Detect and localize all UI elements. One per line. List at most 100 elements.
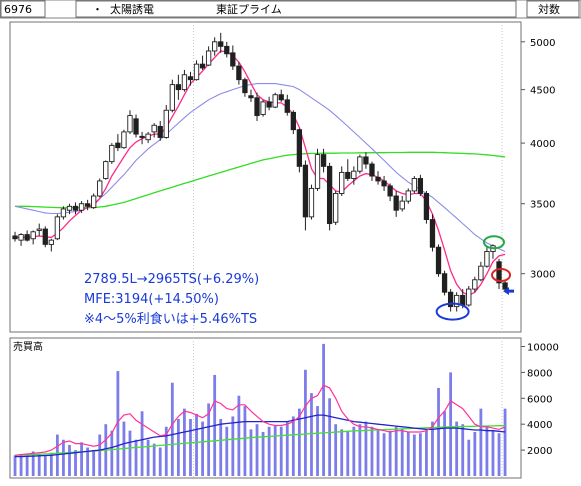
candle	[193, 60, 200, 81]
annotation-entry: 2789.5L→2965TS(+6.29%)	[84, 272, 259, 287]
candle-body-down	[417, 178, 424, 194]
candle-body-down	[460, 294, 466, 306]
volume-ytick-label: 2000	[527, 446, 552, 457]
candle-body-up	[30, 231, 36, 240]
volume-bar	[116, 371, 120, 476]
candle	[72, 202, 79, 215]
candle	[435, 244, 442, 277]
candle	[290, 110, 296, 135]
candle	[212, 37, 218, 56]
volume-bar	[340, 429, 344, 476]
candle-body-up	[351, 170, 357, 179]
candle	[97, 178, 103, 198]
candle	[248, 89, 254, 102]
candle-body-down	[133, 118, 139, 135]
candle-body-up	[272, 94, 278, 108]
candle	[484, 247, 490, 268]
volume-bar	[322, 343, 325, 476]
candle	[199, 55, 206, 70]
candle-body-down	[369, 163, 375, 177]
volume-bar	[261, 431, 265, 476]
volume-bar	[328, 398, 332, 476]
volume-bar	[370, 426, 374, 476]
volume-bar	[231, 416, 235, 476]
candle	[429, 214, 436, 252]
candle-body-up	[66, 205, 73, 211]
candle-body-down	[435, 246, 442, 275]
candle-body-up	[478, 265, 484, 281]
volume-bar	[304, 369, 307, 476]
candle-body-up	[181, 74, 188, 91]
volume-bar	[195, 413, 198, 476]
volume-bar	[297, 408, 301, 476]
candle-body-up	[466, 288, 472, 306]
candle	[157, 120, 163, 141]
ma-long-line	[15, 151, 506, 209]
volume-bar	[31, 451, 35, 476]
exit-arrow-icon	[503, 287, 515, 296]
volume-bar	[62, 439, 65, 476]
candle	[320, 148, 327, 173]
candle	[357, 154, 363, 174]
entry-low-circle	[435, 302, 470, 321]
volume-bar	[86, 447, 90, 476]
candle-body-down	[502, 282, 508, 290]
volume-bar	[189, 419, 192, 476]
candle	[12, 231, 18, 242]
candle-body-down	[236, 65, 242, 81]
candle	[314, 148, 321, 191]
volume-bar	[431, 421, 434, 476]
candle	[345, 159, 351, 181]
volume-bar	[37, 453, 41, 476]
candle	[139, 131, 145, 145]
candle-body-down	[242, 79, 248, 94]
scale-box[interactable]	[526, 0, 580, 18]
candle	[60, 206, 67, 220]
volume-ma-short-line	[14, 384, 506, 456]
candle	[145, 131, 151, 144]
candle	[30, 230, 36, 245]
candle	[375, 171, 381, 185]
candle	[36, 223, 42, 236]
candle	[496, 258, 502, 290]
volume-ytick-label: 6000	[527, 394, 552, 405]
volume-bar	[316, 406, 319, 476]
candle-body-down	[423, 193, 430, 220]
volume-bar	[128, 430, 132, 476]
volume-title: 売買高	[13, 340, 43, 353]
volume-bar	[237, 395, 241, 476]
candle-body-up	[97, 180, 103, 197]
volume-bar	[110, 430, 114, 476]
candle-body-up	[18, 234, 24, 241]
volume-bar	[479, 408, 483, 476]
candle-body-up	[163, 109, 169, 138]
code-box[interactable]	[0, 0, 46, 18]
candle-body-up	[333, 193, 339, 223]
stock-name: 太陽誘電	[110, 3, 154, 16]
candle	[127, 110, 133, 135]
price-ytick-label: 4000	[530, 139, 555, 150]
trade-markers	[435, 235, 515, 321]
candle	[24, 230, 30, 242]
volume-bar	[291, 416, 295, 476]
candle-body-down	[278, 94, 284, 101]
candle	[169, 79, 175, 113]
annotation-note: ※4～5%利食いは+5.46%TS	[84, 311, 257, 327]
candlesticks	[12, 32, 508, 312]
candle	[84, 199, 91, 211]
volume-bar	[158, 447, 162, 476]
volume-ytick-label: 4000	[527, 420, 552, 431]
candle	[405, 188, 411, 204]
candle	[42, 226, 48, 248]
volume-bar	[273, 425, 277, 476]
volume-bar	[406, 431, 410, 476]
candle-body-up	[103, 161, 109, 179]
candle	[109, 143, 115, 164]
volume-bar	[49, 452, 53, 476]
volume-bar	[382, 433, 386, 476]
candle-body-down	[254, 97, 260, 117]
volume-y-axis: 10000 8000 6000 4000 2000	[521, 342, 559, 457]
candle-body-down	[139, 135, 145, 138]
candle-body-up	[151, 124, 157, 133]
